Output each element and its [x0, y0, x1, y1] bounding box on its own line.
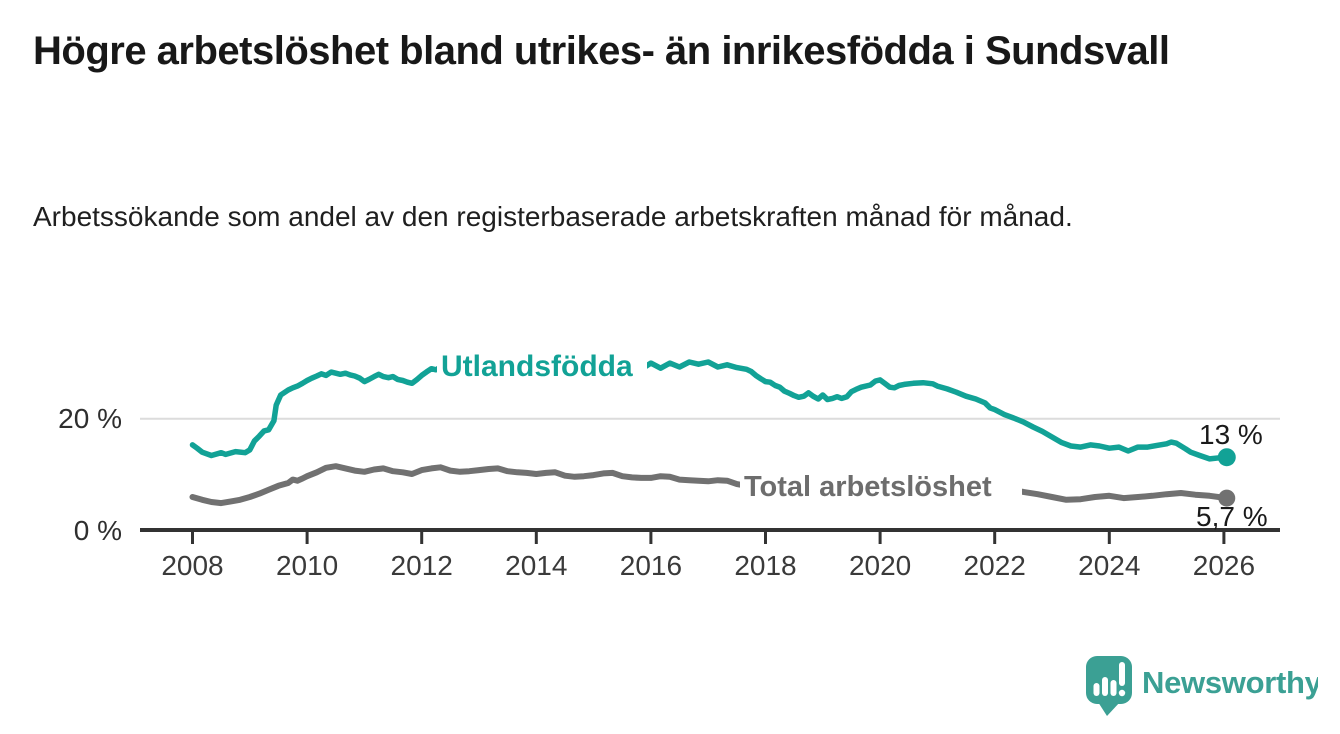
x-tick-label: 2016 [620, 550, 682, 581]
x-tick-label: 2020 [849, 550, 911, 581]
end-value-utlandsfodda: 13 % [1199, 419, 1263, 450]
x-axis-ticks: 2008 2010 2012 2014 2016 2018 2020 2022 2024 2026 [161, 530, 1255, 581]
page-subtitle: Arbetssökande som andel av den registerb… [33, 201, 1073, 232]
end-dot-total [1218, 489, 1236, 507]
x-tick-label: 2024 [1078, 550, 1140, 581]
x-tick-label: 2010 [276, 550, 338, 581]
series-line-utlandsfodda [189, 358, 1230, 462]
end-dot-utlandsfodda [1217, 448, 1236, 467]
x-tick-label: 2022 [964, 550, 1026, 581]
x-tick-label: 2014 [505, 550, 567, 581]
utlandsfodda-label-mask [437, 344, 647, 383]
x-tick-label: 2018 [734, 550, 796, 581]
x-tick-label: 2026 [1193, 550, 1255, 581]
y-tick-label: 20 % [58, 403, 122, 434]
series-label-utlandsfodda: Utlandsfödda [441, 350, 633, 383]
x-tick-label: 2012 [391, 550, 453, 581]
speech-bubble-bar-chart-icon [1086, 656, 1132, 716]
total-label-mask [740, 462, 1022, 502]
x-tick-label: 2008 [161, 550, 223, 581]
page-title: Högre arbetslöshet bland utrikes- än inr… [33, 29, 1170, 73]
brand-name: Newsworthy [1142, 665, 1318, 700]
line-chart: 2008 2010 2012 2014 2016 2018 2020 2022 2024 2026… [58, 344, 1280, 581]
series-line-total [189, 463, 1230, 507]
series-label-total: Total arbetslöshet [744, 471, 992, 503]
end-value-total: 5,7 % [1196, 501, 1268, 532]
y-axis-labels: 20 % 0 % [58, 403, 122, 546]
newsworthy-logo: Newsworthy [1086, 656, 1318, 716]
series-end-dots [1217, 448, 1236, 507]
series-lines [189, 358, 1230, 507]
y-tick-label: 0 % [74, 515, 122, 546]
